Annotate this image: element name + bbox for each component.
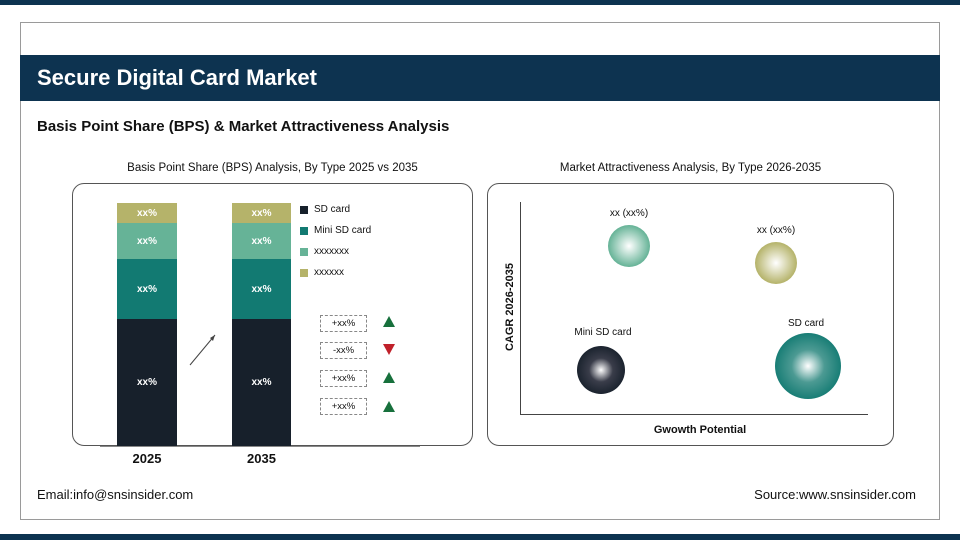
x-tick-2035: 2035	[247, 451, 276, 466]
legend-xxxxxx: xxxxxx	[300, 267, 344, 278]
baseline	[100, 446, 420, 447]
footer-source: Source:www.snsinsider.com	[754, 487, 916, 502]
bubble-label: xx (xx%)	[756, 225, 796, 236]
legend-sd-card: SD card	[300, 204, 350, 215]
bps-chart-title: Basis Point Share (BPS) Analysis, By Typ…	[127, 162, 418, 174]
bar-segment-xxxxxxx: xx%	[232, 223, 291, 259]
x-axis	[520, 414, 868, 415]
bottom-bar	[0, 534, 960, 540]
bar-segment-xxxxxx: xx%	[232, 203, 291, 223]
bubble	[577, 346, 625, 394]
up-triangle-icon	[383, 316, 395, 327]
up-triangle-icon	[383, 372, 395, 383]
y-axis-label: CAGR 2026-2035	[504, 262, 516, 352]
bar-segment-xxxxxxx: xx%	[117, 223, 177, 259]
bar-segment-mini-sd: xx%	[117, 259, 177, 319]
change-label: +xx%	[320, 315, 367, 332]
top-bar	[0, 0, 960, 5]
legend-xxxxxxx: xxxxxxx	[300, 246, 349, 257]
y-axis	[520, 202, 521, 414]
attractiveness-panel	[487, 183, 894, 446]
bar-segment-sd: xx%	[232, 319, 291, 446]
frame	[20, 22, 940, 520]
change-label: -xx%	[320, 342, 367, 359]
bar-segment-mini-sd: xx%	[232, 259, 291, 319]
footer-email: Email:info@snsinsider.com	[37, 487, 194, 502]
attractiveness-chart-title: Market Attractiveness Analysis, By Type …	[559, 162, 822, 174]
bubble-label: SD card	[787, 318, 825, 329]
bubble-label: xx (xx%)	[609, 208, 649, 219]
bar-segment-xxxxxx: xx%	[117, 203, 177, 223]
bubble	[775, 333, 841, 399]
bubble	[608, 225, 650, 267]
x-tick-2025: 2025	[132, 451, 162, 466]
subtitle: Basis Point Share (BPS) & Market Attract…	[37, 118, 450, 135]
bubble-label: Mini SD card	[574, 327, 632, 338]
bubble	[755, 242, 797, 284]
change-label: +xx%	[320, 398, 367, 415]
bar-segment-sd: xx%	[117, 319, 177, 446]
bar-2025: xx% xx% xx% xx%	[117, 203, 177, 446]
page-title: Secure Digital Card Market	[20, 55, 940, 101]
legend-mini-sd-card: Mini SD card	[300, 225, 371, 236]
up-triangle-icon	[383, 401, 395, 412]
down-triangle-icon	[383, 344, 395, 355]
growth-arrow-icon	[189, 334, 216, 366]
change-label: +xx%	[320, 370, 367, 387]
x-axis-label: Gwowth Potential	[653, 424, 747, 436]
bar-2035: xx% xx% xx% xx%	[232, 203, 291, 446]
